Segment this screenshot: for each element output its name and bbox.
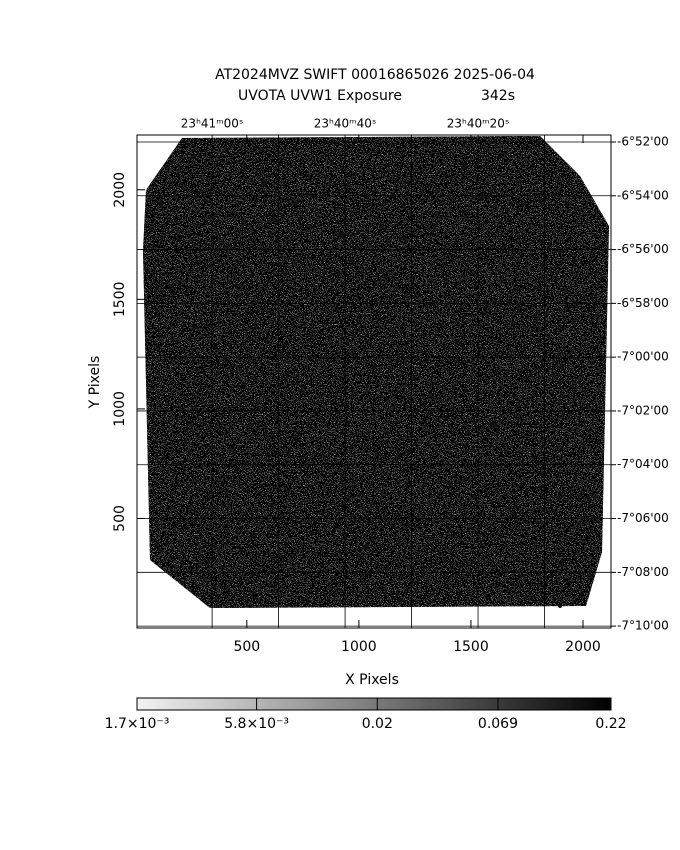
- chart-subtitle: UVOTA UVW1 Exposure: [238, 88, 402, 104]
- colorbar: [136, 697, 612, 711]
- x-tick-label: 500: [233, 639, 260, 655]
- image-noise: [143, 136, 609, 608]
- x2-tick-label: 23ʰ40ᵐ40ˢ: [314, 117, 377, 131]
- source: [338, 231, 346, 239]
- image: [143, 136, 609, 608]
- y2-tick-label: -7°06'00: [617, 511, 669, 525]
- y-tick-label: 500: [112, 505, 128, 532]
- plot-frame: [136, 134, 612, 629]
- x-axis-label: X Pixels: [345, 672, 399, 688]
- y2-tick-label: -6°56'00: [617, 242, 669, 256]
- source: [397, 597, 403, 603]
- y-axis-label: Y Pixels: [87, 356, 103, 410]
- y2-tick-label: -7°08'00: [617, 565, 669, 579]
- x2-tick-label: 23ʰ40ᵐ20ˢ: [447, 117, 510, 131]
- source: [191, 155, 195, 159]
- source: [363, 544, 369, 550]
- source: [158, 201, 164, 207]
- source: [261, 180, 267, 186]
- y2-tick-label: -7°02'00: [617, 403, 669, 417]
- y-tick-label: 1500: [112, 282, 128, 318]
- colorbar-tick-label: 1.7×10⁻³: [105, 716, 170, 732]
- y-tick-label: 2000: [112, 172, 128, 208]
- y2-tick-label: -6°54'00: [617, 188, 669, 202]
- exposure: 342s: [481, 88, 515, 104]
- x-tick-label: 1000: [341, 639, 377, 655]
- colorbar-tick-label: 0.22: [595, 716, 626, 732]
- source: [461, 164, 467, 170]
- x-tick-label: 1500: [453, 639, 489, 655]
- colorbar-tick-label: 5.8×10⁻³: [224, 716, 289, 732]
- source: [479, 197, 483, 201]
- y2-tick-label: -7°04'00: [617, 457, 669, 471]
- source: [489, 421, 497, 429]
- source: [371, 364, 377, 370]
- y2-tick-label: -6°58'00: [617, 296, 669, 310]
- source: [558, 604, 562, 608]
- y2-tick-label: -7°00'00: [617, 350, 669, 364]
- source: [558, 250, 562, 254]
- x2-tick-label: 23ʰ41ᵐ00ˢ: [181, 117, 244, 131]
- colorbar-tick-label: 0.069: [478, 716, 518, 732]
- source: [465, 430, 471, 436]
- sources: [158, 155, 562, 608]
- colorbar-tick-label: 0.02: [362, 716, 393, 732]
- chart-title: AT2024MVZ SWIFT 00016865026 2025-06-04: [215, 67, 535, 83]
- y-tick-label: 1000: [112, 391, 128, 427]
- y2-tick-label: -6°52'00: [617, 134, 669, 148]
- y2-tick-label: -7°10'00: [617, 619, 669, 633]
- x-tick-label: 2000: [565, 639, 601, 655]
